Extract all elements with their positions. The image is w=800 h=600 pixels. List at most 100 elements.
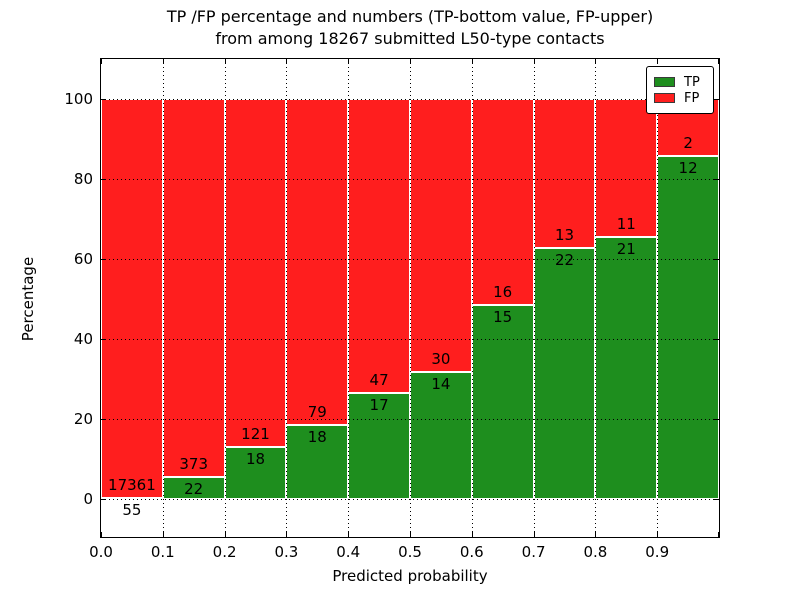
- x-tick-mark: [286, 532, 287, 537]
- x-tick-mark: [163, 532, 164, 537]
- y-tick-label: 60: [73, 250, 93, 268]
- x-axis-label: Predicted probability: [332, 567, 488, 585]
- bar-tp-count-label: 18: [307, 427, 327, 446]
- bar-tp-segment: [595, 236, 658, 499]
- vertical-gridline: [657, 59, 658, 537]
- x-tick-mark: [225, 59, 226, 64]
- vertical-gridline: [163, 59, 164, 537]
- y-tick-mark: [714, 99, 719, 100]
- bar-fp-segment: [410, 99, 472, 372]
- bar-tp-count-label: 12: [678, 159, 698, 178]
- chart-title-line2: from among 18267 submitted L50-type cont…: [215, 29, 605, 48]
- y-tick-mark: [714, 179, 719, 180]
- x-tick-label: 0.9: [645, 543, 670, 561]
- bar-tp-count-label: 14: [431, 374, 451, 393]
- x-tick-label: 0.6: [459, 543, 484, 561]
- legend-label-fp: FP: [684, 90, 700, 106]
- bar-tp-segment: [533, 247, 596, 499]
- legend-label-tp: TP: [684, 74, 700, 90]
- bar-tp-segment: [286, 424, 349, 499]
- x-tick-label: 0.3: [274, 543, 299, 561]
- bar-tp-count-label: 55: [122, 500, 142, 519]
- bar-tp-segment: [471, 305, 534, 499]
- y-tick-label: 20: [73, 410, 93, 428]
- bar-fp-segment: [162, 99, 225, 477]
- legend-swatch-fp: [654, 93, 675, 103]
- bar-fp-count-label: 16: [493, 283, 513, 302]
- bar-fp-count-label: 79: [307, 402, 327, 421]
- plot-area: 17361 55 373 22 121 18 79 18 47 17 30 14 16 15 13 22 11 2…: [101, 59, 719, 537]
- bar-tp-count-label: 15: [493, 308, 513, 327]
- bar-fp-count-label: 373: [179, 454, 209, 473]
- x-tick-label: 0.4: [336, 543, 361, 561]
- bar-fp-segment: [101, 99, 163, 498]
- vertical-gridline: [472, 59, 473, 537]
- y-tick-mark: [101, 259, 106, 260]
- y-tick-mark: [101, 99, 106, 100]
- x-tick-mark: [657, 59, 658, 64]
- x-tick-mark: [534, 532, 535, 537]
- vertical-gridline: [595, 59, 596, 537]
- bar-fp-count-label: 2: [683, 134, 693, 153]
- bar-tp-count-label: 22: [184, 479, 204, 498]
- bar-fp-segment: [348, 99, 410, 393]
- y-tick-label: 0: [83, 490, 93, 508]
- y-tick-mark: [101, 339, 106, 340]
- bar-tp-count-label: 17: [369, 395, 389, 414]
- y-tick-mark: [101, 179, 106, 180]
- x-tick-mark: [534, 59, 535, 64]
- x-tick-label: 0.5: [398, 543, 422, 561]
- y-tick-mark: [714, 339, 719, 340]
- bar-tp-segment: [224, 447, 287, 499]
- x-tick-mark: [718, 532, 719, 537]
- bar-fp-count-label: 11: [616, 214, 636, 233]
- bar-fp-count-label: 121: [241, 425, 270, 444]
- y-tick-mark: [101, 499, 106, 500]
- x-tick-mark: [472, 59, 473, 64]
- bar-fp-count-label: 17361: [108, 475, 156, 494]
- x-tick-mark: [718, 59, 719, 64]
- bar-fp-count-label: 47: [369, 370, 389, 389]
- bar-fp-segment: [471, 99, 534, 306]
- bar-tp-count-label: 18: [245, 450, 266, 469]
- y-tick-mark: [714, 499, 719, 500]
- legend-swatch-tp: [654, 77, 675, 87]
- vertical-gridline: [410, 59, 411, 537]
- bar-fp-count-label: 30: [431, 349, 451, 368]
- x-tick-mark: [595, 59, 596, 64]
- x-tick-label: 0.7: [521, 543, 546, 561]
- vertical-gridline: [348, 59, 349, 537]
- bar-fp-segment: [286, 99, 349, 425]
- x-tick-label: 0.2: [212, 543, 237, 561]
- y-tick-label: 100: [64, 90, 93, 108]
- x-tick-label: 0.0: [89, 543, 113, 561]
- x-tick-mark: [348, 59, 349, 64]
- bar-fp-segment: [224, 99, 287, 448]
- x-tick-mark: [101, 532, 102, 537]
- legend-item-fp: FP: [654, 91, 706, 105]
- y-axis-label: Percentage: [19, 256, 37, 342]
- x-tick-label: 0.1: [150, 543, 175, 561]
- x-tick-mark: [101, 59, 102, 64]
- bar-tp-count-label: 21: [616, 239, 636, 258]
- y-tick-mark: [714, 419, 719, 420]
- x-tick-mark: [286, 59, 287, 64]
- x-tick-mark: [657, 532, 658, 537]
- vertical-gridline: [534, 59, 535, 537]
- bar-tp-count-label: 22: [554, 250, 575, 269]
- chart-title: TP /FP percentage and numbers (TP-bottom…: [101, 6, 719, 50]
- bar-tp-segment: [657, 156, 719, 499]
- x-tick-mark: [348, 532, 349, 537]
- legend-item-tp: TP: [654, 75, 706, 89]
- x-tick-mark: [472, 532, 473, 537]
- x-tick-mark: [410, 532, 411, 537]
- vertical-gridline: [286, 59, 287, 537]
- legend: TP FP: [646, 66, 714, 114]
- x-tick-mark: [225, 532, 226, 537]
- x-tick-mark: [163, 59, 164, 64]
- y-tick-label: 80: [73, 170, 93, 188]
- y-tick-label: 40: [73, 330, 93, 348]
- y-tick-mark: [714, 259, 719, 260]
- x-tick-mark: [410, 59, 411, 64]
